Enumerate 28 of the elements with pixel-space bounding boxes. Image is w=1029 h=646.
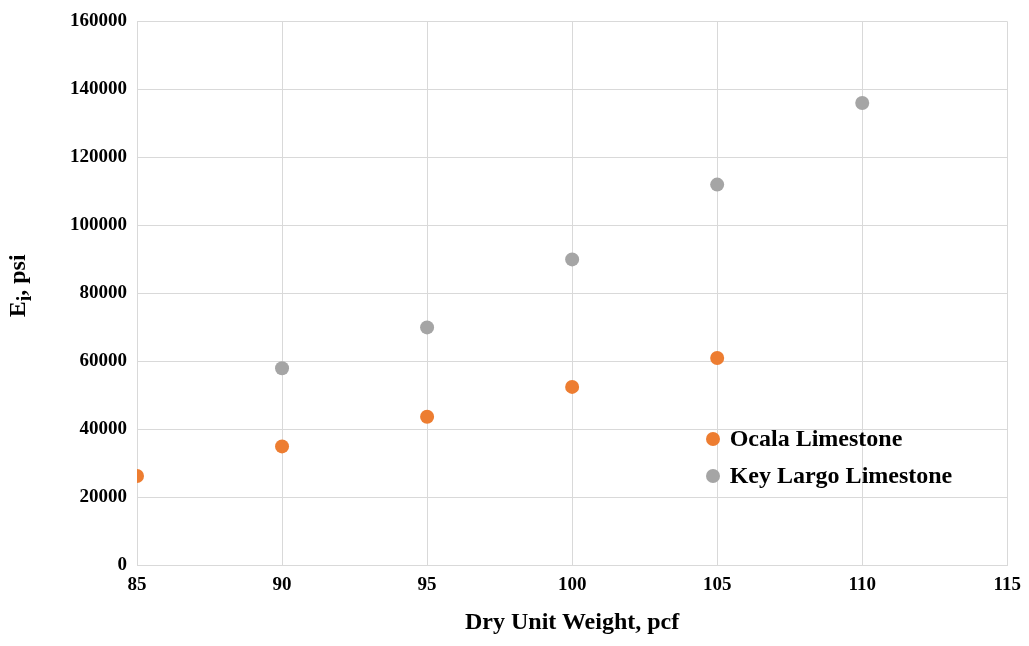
y-tick-label: 80000 bbox=[79, 281, 127, 303]
point bbox=[420, 320, 435, 335]
x-tick-label: 100 bbox=[557, 572, 587, 594]
x-axis-title: Dry Unit Weight, pcf bbox=[465, 607, 681, 634]
y-tick-label: 0 bbox=[117, 553, 127, 575]
y-tick-label: 160000 bbox=[70, 9, 127, 31]
point bbox=[565, 379, 580, 394]
point bbox=[710, 177, 725, 192]
point bbox=[855, 96, 870, 110]
y-tick-label: 120000 bbox=[70, 145, 127, 167]
x-tick-label: 110 bbox=[848, 572, 876, 594]
point bbox=[275, 361, 290, 376]
x-tick-label: 105 bbox=[702, 572, 732, 594]
legend-label: Key Largo Limestone bbox=[729, 462, 953, 490]
point bbox=[710, 351, 725, 365]
point bbox=[275, 439, 290, 454]
x-tick-label: 115 bbox=[993, 572, 1021, 594]
y-tick-label: 60000 bbox=[79, 349, 127, 371]
point bbox=[420, 409, 435, 424]
x-tick-label: 90 bbox=[272, 572, 292, 594]
legend-label: Ocala Limestone bbox=[729, 425, 903, 453]
y-tick-label: 20000 bbox=[79, 485, 127, 507]
y-tick-label: 100000 bbox=[70, 213, 127, 235]
x-tick-label: 95 bbox=[417, 572, 437, 594]
x-tick-label: 85 bbox=[127, 572, 147, 594]
point bbox=[565, 252, 580, 267]
y-tick-label: 40000 bbox=[79, 417, 127, 439]
y-tick-label: 140000 bbox=[70, 77, 127, 99]
